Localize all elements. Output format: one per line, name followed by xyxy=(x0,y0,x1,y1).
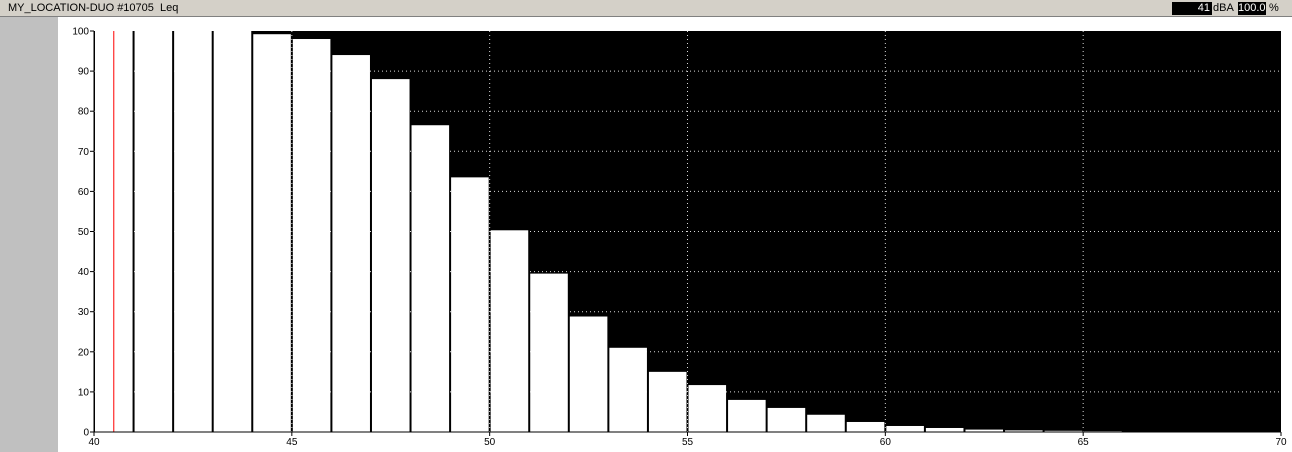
x-tick-label: 50 xyxy=(484,437,496,448)
histogram-bar xyxy=(332,55,370,433)
x-tick-label: 65 xyxy=(1078,437,1090,448)
level-readout: 41 xyxy=(1172,2,1212,15)
y-tick-label: 60 xyxy=(78,187,90,198)
y-tick-label: 50 xyxy=(78,227,90,238)
histogram-bar xyxy=(925,427,964,432)
histogram-bar xyxy=(609,347,647,432)
histogram-bar xyxy=(490,230,529,432)
y-tick-label: 30 xyxy=(78,307,90,318)
x-tick-label: 70 xyxy=(1275,437,1287,448)
x-tick-label: 45 xyxy=(286,437,298,448)
histogram-bar xyxy=(688,385,727,432)
percent-readout: 100.0 xyxy=(1238,2,1266,15)
histogram-bar xyxy=(728,399,766,432)
histogram-bar xyxy=(174,31,212,432)
histogram-bar xyxy=(1044,430,1083,432)
y-tick-label: 40 xyxy=(78,267,90,278)
histogram-bar xyxy=(292,39,331,433)
y-tick-label: 70 xyxy=(78,147,90,158)
y-tick-label: 20 xyxy=(78,347,90,358)
percent-symbol: % xyxy=(1269,2,1279,14)
left-panel xyxy=(0,17,58,452)
y-tick-label: 0 xyxy=(83,428,89,439)
histogram-bar xyxy=(846,421,885,432)
histogram-bar xyxy=(253,34,291,432)
level-unit-label: dBA xyxy=(1213,2,1234,14)
histogram-bar xyxy=(530,273,568,432)
histogram-bar xyxy=(965,429,1004,432)
title-bar: MY_LOCATION-DUO #10705 Leq 41 dBA 100.0 … xyxy=(0,0,1292,17)
histogram-bar xyxy=(451,177,489,432)
histogram-bar xyxy=(411,125,450,433)
window-title: MY_LOCATION-DUO #10705 Leq xyxy=(8,2,179,14)
y-tick-label: 10 xyxy=(78,387,90,398)
histogram-bar xyxy=(213,31,252,432)
x-tick-label: 55 xyxy=(682,437,694,448)
histogram-bar xyxy=(807,414,845,432)
y-tick-label: 100 xyxy=(72,27,89,38)
x-tick-label: 60 xyxy=(880,437,892,448)
y-tick-label: 80 xyxy=(78,107,90,118)
histogram-bar xyxy=(886,425,924,432)
histogram-bar xyxy=(648,371,687,432)
histogram-bar xyxy=(371,79,410,433)
histogram-bar xyxy=(134,31,173,432)
y-tick-label: 90 xyxy=(78,67,90,78)
x-tick-label: 40 xyxy=(88,437,100,448)
histogram-bar xyxy=(1005,430,1043,432)
histogram-bar xyxy=(767,407,806,432)
histogram-bar xyxy=(569,316,608,432)
